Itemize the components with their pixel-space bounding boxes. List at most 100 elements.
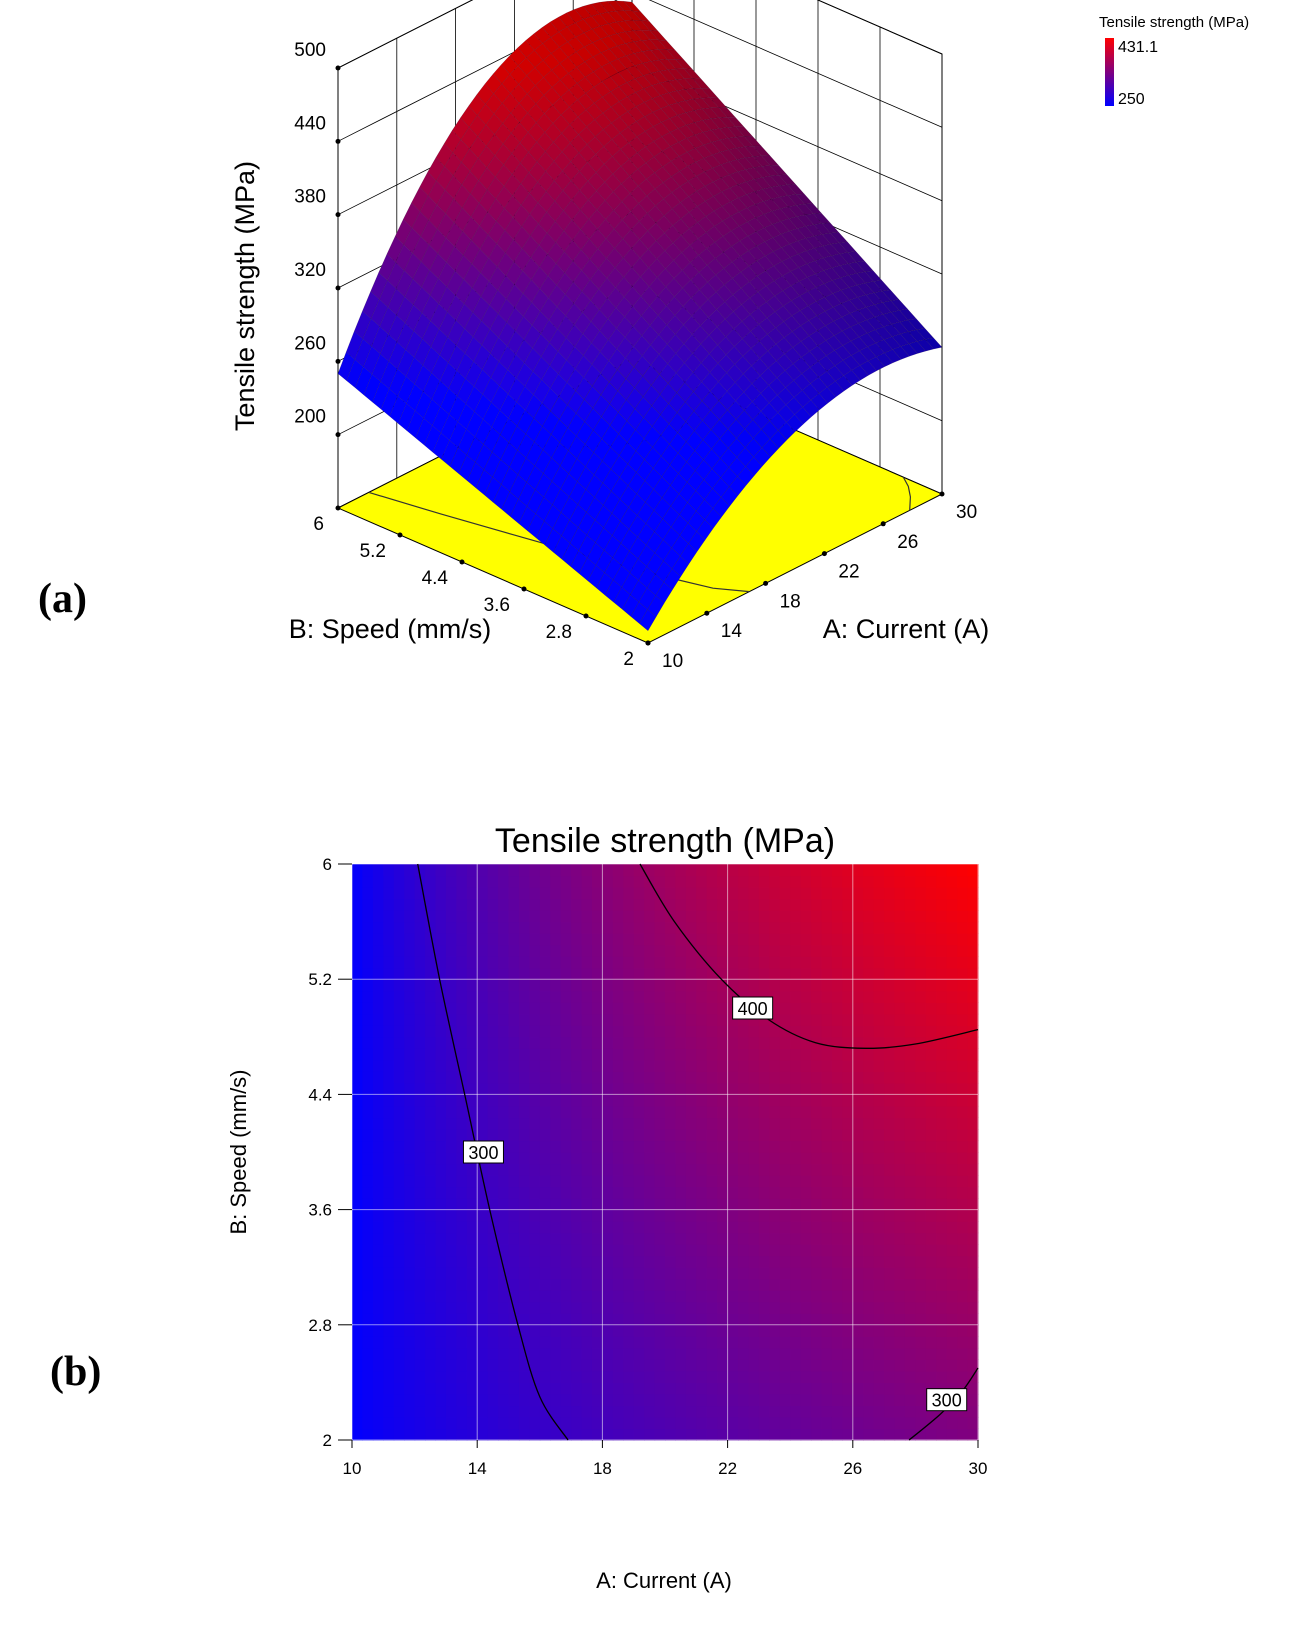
contour-field-cell	[779, 956, 791, 969]
contour-field-cell	[769, 979, 781, 992]
contour-field-cell	[456, 1359, 468, 1372]
contour-field-cell	[508, 1163, 520, 1176]
contour-field-cell	[884, 1232, 896, 1245]
contour-field-cell	[383, 1163, 395, 1176]
surface-cell	[748, 260, 766, 277]
contour-field-cell	[393, 1290, 405, 1303]
surface-cell	[370, 298, 389, 327]
contour-field-cell	[352, 967, 364, 980]
contour-field-cell	[790, 1244, 802, 1257]
contour-field-cell	[915, 1336, 927, 1349]
contour-field-cell	[623, 1071, 635, 1084]
contour-field-cell	[925, 1347, 937, 1360]
contour-field-cell	[571, 1036, 583, 1049]
surface-cell	[565, 324, 584, 347]
contour-field-cell	[706, 956, 718, 969]
contour-field-cell	[863, 910, 875, 923]
contour-field-cell	[894, 1048, 906, 1061]
contour-field-cell	[404, 921, 416, 934]
contour-field-cell	[758, 1163, 770, 1176]
contour-field-cell	[602, 1128, 614, 1142]
contour-field-cell	[863, 1416, 875, 1430]
surface-cell	[550, 419, 569, 443]
contour-field-cell	[352, 1175, 364, 1188]
contour-field-cell	[821, 1105, 833, 1119]
contour-field-cell	[738, 1301, 750, 1314]
contour-field-cell	[633, 1324, 645, 1337]
contour-field-cell	[873, 1428, 885, 1441]
contour-field-cell	[738, 1405, 750, 1418]
surface-cell	[684, 78, 702, 89]
contour-field-cell	[539, 1186, 551, 1199]
contour-field-cell	[863, 1013, 875, 1026]
contour-field-cell	[425, 1036, 437, 1049]
contour-field-cell	[602, 1267, 614, 1280]
contour-field-cell	[790, 1198, 802, 1211]
contour-field-cell	[706, 1198, 718, 1211]
contour-field-cell	[915, 1405, 927, 1418]
contour-field-cell	[925, 1094, 937, 1107]
contour-field-cell	[706, 1002, 718, 1015]
contour-field-cell	[863, 1405, 875, 1418]
surface-cell	[413, 338, 432, 366]
surface-cell	[652, 108, 670, 123]
contour-field-cell	[727, 1313, 739, 1326]
contour-field-cell	[466, 967, 478, 980]
contour-field-cell	[790, 1382, 802, 1395]
contour-field-cell	[560, 990, 572, 1003]
contour-field-cell	[362, 944, 374, 957]
contour-field-cell	[633, 1198, 645, 1211]
contour-field-cell	[383, 1036, 395, 1049]
contour-field-cell	[456, 898, 468, 911]
contour-field-cell	[498, 1290, 510, 1303]
contour-field-cell	[946, 1140, 958, 1153]
contour-field-cell	[654, 1002, 666, 1015]
contour-field-cell	[936, 1094, 948, 1107]
contour-field-cell	[560, 1313, 572, 1326]
contour-field-cell	[863, 1048, 875, 1061]
contour-field-cell	[372, 1416, 384, 1430]
contour-field-cell	[393, 1324, 405, 1337]
contour-field-cell	[811, 1175, 823, 1188]
contour-field-cell	[873, 1221, 885, 1234]
surface-cell	[644, 126, 663, 142]
contour-field-cell	[508, 967, 520, 980]
contour-field-cell	[904, 1059, 916, 1072]
contour-field-cell	[518, 1278, 530, 1291]
contour-field-cell	[654, 1117, 666, 1130]
contour-field-cell	[738, 1336, 750, 1349]
contour-field-cell	[894, 864, 906, 877]
contour-field-cell	[696, 1324, 708, 1337]
contour-field-cell	[404, 1255, 416, 1268]
surface-cell	[544, 122, 562, 143]
contour-field-cell	[633, 921, 645, 934]
contour-field-cell	[560, 1048, 572, 1061]
contour-field-cell	[456, 1336, 468, 1349]
contour-field-cell	[550, 1301, 562, 1314]
contour-field-cell	[581, 979, 593, 992]
contour-field-cell	[644, 1128, 656, 1142]
contour-field-cell	[769, 1059, 781, 1072]
contour-field-cell	[821, 1347, 833, 1360]
contour-field-cell	[884, 864, 896, 877]
surface-cell	[503, 153, 521, 175]
contour-field-cell	[915, 1140, 927, 1153]
contour-field-cell	[435, 1370, 447, 1383]
contour-field-cell	[352, 1117, 364, 1130]
contour-field-cell	[852, 1290, 864, 1303]
contour-field-cell	[571, 1198, 583, 1211]
contour-field-cell	[633, 1013, 645, 1026]
contour-field-cell	[539, 1313, 551, 1326]
contour-field-cell	[612, 967, 624, 980]
contour-field-cell	[800, 864, 812, 877]
surface-cell	[608, 45, 627, 60]
contour-field-cell	[372, 1128, 384, 1142]
contour-field-cell	[894, 1255, 906, 1268]
contour-field-cell	[685, 1301, 697, 1314]
contour-field-cell	[915, 967, 927, 980]
contour-field-cell	[665, 1105, 677, 1119]
contour-field-cell	[372, 1370, 384, 1383]
contour-field-cell	[665, 1128, 677, 1142]
contour-field-cell	[769, 1105, 781, 1119]
contour-field-cell	[352, 1002, 364, 1015]
